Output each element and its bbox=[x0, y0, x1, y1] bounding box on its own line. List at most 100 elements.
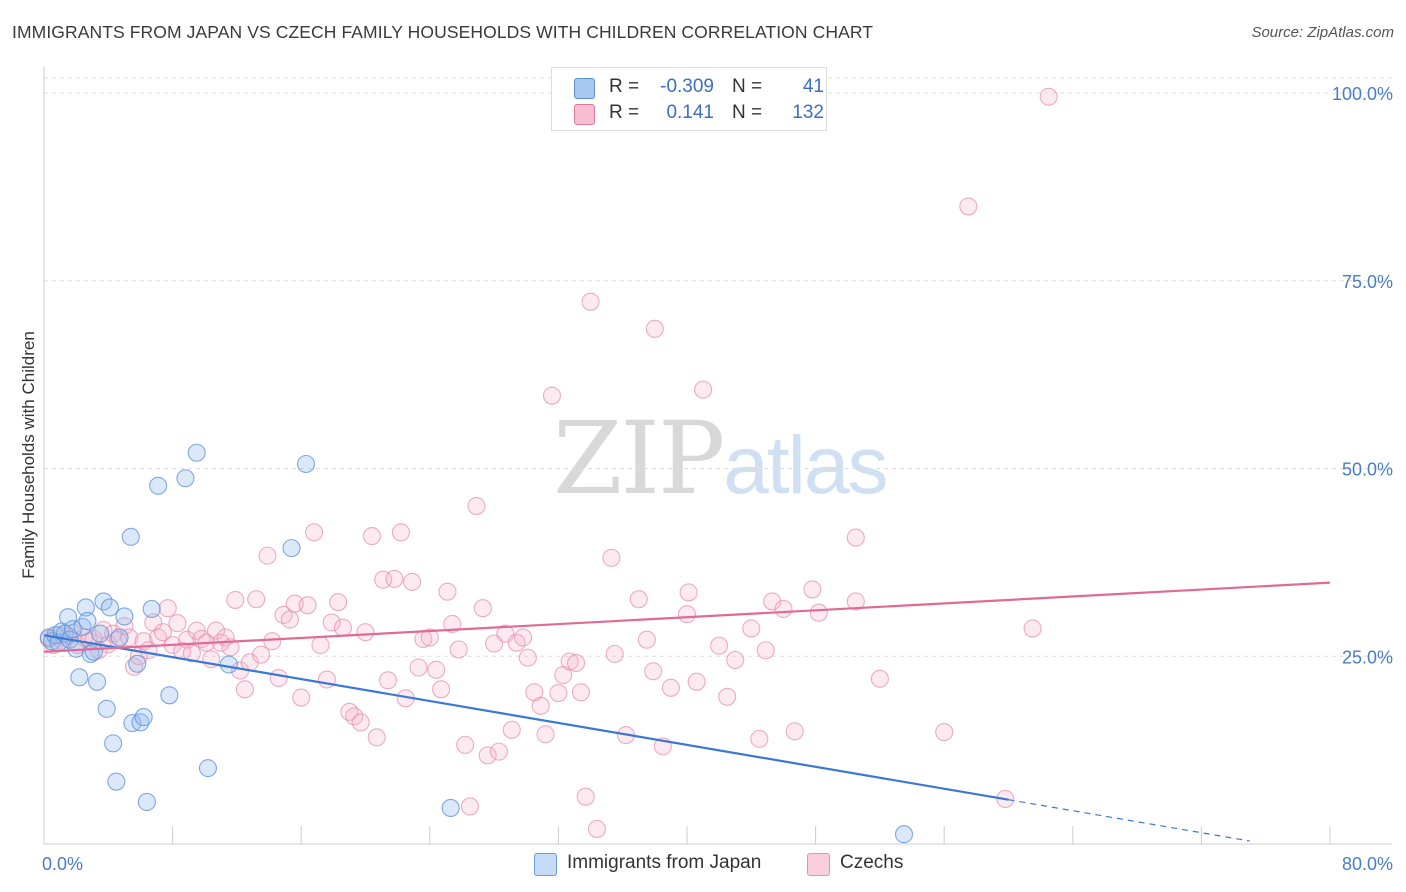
data-point bbox=[420, 628, 439, 647]
data-point bbox=[78, 611, 97, 631]
data-point bbox=[153, 623, 173, 642]
data-point bbox=[687, 672, 706, 691]
data-point bbox=[87, 672, 107, 691]
data-point bbox=[131, 713, 150, 732]
data-point bbox=[107, 772, 126, 791]
data-point bbox=[726, 650, 745, 670]
data-point bbox=[115, 617, 134, 636]
chart-title: IMMIGRANTS FROM JAPAN VS CZECH FAMILY HO… bbox=[12, 22, 874, 42]
data-point bbox=[59, 608, 78, 627]
data-point bbox=[168, 614, 187, 633]
data-point bbox=[432, 680, 451, 699]
czechs-points bbox=[39, 87, 1058, 839]
data-point bbox=[263, 632, 282, 651]
data-point bbox=[473, 599, 492, 618]
data-point bbox=[280, 610, 299, 629]
data-point bbox=[803, 580, 822, 599]
data-point bbox=[149, 476, 168, 495]
data-point bbox=[460, 797, 480, 816]
legend-swatch-czechs bbox=[574, 104, 595, 125]
data-point bbox=[403, 572, 422, 591]
data-point bbox=[110, 628, 129, 647]
data-point bbox=[73, 617, 92, 637]
legend-n-value: 132 bbox=[792, 102, 824, 123]
data-point bbox=[142, 599, 161, 618]
data-point bbox=[251, 645, 271, 664]
data-point bbox=[560, 652, 579, 671]
data-point bbox=[282, 539, 301, 558]
data-point bbox=[409, 658, 428, 677]
data-point bbox=[531, 696, 550, 715]
data-point bbox=[935, 723, 954, 742]
watermark-atlas: atlas bbox=[723, 420, 888, 511]
data-point bbox=[1023, 619, 1042, 638]
data-point bbox=[247, 590, 266, 609]
data-point bbox=[549, 684, 568, 703]
data-point bbox=[134, 708, 153, 727]
data-point bbox=[76, 598, 95, 617]
data-point bbox=[605, 644, 624, 664]
data-point bbox=[311, 635, 330, 655]
data-point bbox=[137, 792, 156, 811]
data-point bbox=[536, 725, 555, 744]
data-point bbox=[959, 197, 978, 216]
data-point bbox=[121, 527, 140, 546]
data-point bbox=[235, 680, 254, 699]
data-point bbox=[438, 582, 457, 601]
data-point bbox=[518, 648, 537, 667]
trend-line bbox=[43, 634, 1009, 801]
data-point bbox=[637, 630, 656, 649]
data-point bbox=[258, 546, 277, 565]
data-point bbox=[677, 605, 697, 624]
data-point bbox=[443, 614, 462, 634]
data-point bbox=[158, 599, 177, 618]
data-point bbox=[198, 759, 218, 778]
data-point bbox=[467, 497, 486, 516]
data-point bbox=[91, 624, 110, 643]
data-point bbox=[756, 641, 775, 660]
x-tick-label: 80.0% bbox=[1342, 854, 1393, 874]
data-point bbox=[356, 623, 375, 642]
data-point bbox=[710, 636, 729, 655]
legend-swatch-japan bbox=[574, 78, 595, 99]
data-point bbox=[679, 583, 698, 602]
data-point bbox=[571, 683, 590, 702]
legend-r-label: R = bbox=[609, 76, 640, 97]
data-point bbox=[750, 729, 769, 748]
data-point bbox=[120, 628, 139, 647]
data-point bbox=[1039, 87, 1058, 106]
data-point bbox=[322, 613, 341, 632]
gridlines bbox=[44, 77, 1392, 657]
watermark: ZIPatlas bbox=[553, 400, 889, 517]
legend-r-label: R = bbox=[609, 102, 640, 123]
data-point bbox=[427, 660, 446, 679]
trend-lines bbox=[43, 581, 1331, 842]
data-point bbox=[351, 713, 370, 732]
data-point bbox=[718, 687, 737, 706]
data-point bbox=[305, 523, 324, 542]
data-point bbox=[629, 590, 648, 609]
correlation-legend: R = -0.309 N = 41 R = 0.141 N = 132 bbox=[551, 67, 827, 131]
legend-n-label: N = bbox=[732, 76, 763, 97]
data-point bbox=[478, 746, 497, 765]
data-point bbox=[104, 734, 123, 753]
data-point bbox=[226, 590, 245, 609]
data-point bbox=[160, 686, 179, 705]
trend-line-extension bbox=[1008, 799, 1250, 842]
watermark-zip: ZIP bbox=[553, 400, 725, 517]
data-point bbox=[870, 669, 889, 688]
legend-r-value: -0.309 bbox=[660, 76, 714, 97]
data-point bbox=[661, 678, 680, 697]
data-point bbox=[513, 628, 533, 647]
data-point bbox=[581, 292, 600, 311]
data-point bbox=[206, 621, 226, 640]
data-point bbox=[576, 787, 595, 806]
data-point bbox=[567, 653, 586, 673]
data-point bbox=[542, 386, 562, 405]
data-point bbox=[391, 523, 410, 542]
data-point bbox=[187, 443, 206, 462]
data-point bbox=[269, 668, 288, 688]
legend-swatch-japan bbox=[534, 853, 557, 876]
legend-n-value: 41 bbox=[802, 76, 824, 97]
y-tick-label: 75.0% bbox=[1342, 272, 1393, 292]
